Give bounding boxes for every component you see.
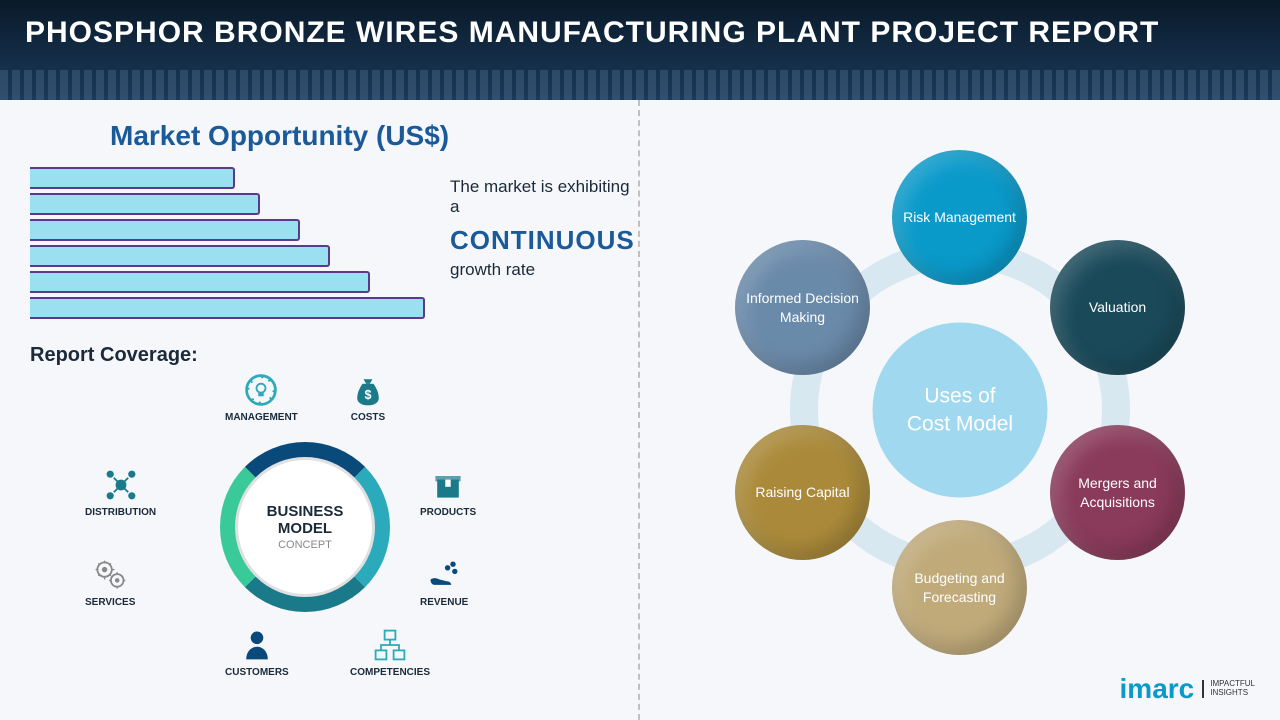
chart-bar [30, 245, 330, 267]
chart-bar [30, 167, 235, 189]
page-title: PHOSPHOR BRONZE WIRES MANUFACTURING PLAN… [25, 15, 1255, 51]
gears-icon [92, 557, 128, 593]
biz-center-line1: BUSINESS [267, 503, 344, 520]
right-panel: Uses of Cost Model Risk ManagementValuat… [640, 100, 1280, 720]
coverage-item: REVENUE [420, 557, 468, 608]
coverage-item: PRODUCTS [420, 467, 476, 518]
cost-model-node: Informed Decision Making [735, 240, 870, 375]
cost-model-node: Budgeting and Forecasting [892, 520, 1027, 655]
network-icon [103, 467, 139, 503]
brand-tag2: INSIGHTS [1210, 689, 1255, 698]
coverage-item-label: COMPETENCIES [350, 667, 430, 678]
brand-tagline: IMPACTFUL INSIGHTS [1202, 680, 1255, 698]
gear-bulb-icon [243, 372, 279, 408]
growth-line1: The market is exhibiting a [450, 177, 635, 217]
cost-model-center: Uses of Cost Model [873, 323, 1048, 498]
header-banner: PHOSPHOR BRONZE WIRES MANUFACTURING PLAN… [0, 0, 1280, 100]
growth-text-block: The market is exhibiting a CONTINUOUS gr… [450, 177, 635, 280]
cost-center-line1: Uses of [924, 383, 995, 410]
horizontal-bar-chart [30, 167, 425, 319]
coverage-item-label: PRODUCTS [420, 507, 476, 518]
cost-model-diagram: Uses of Cost Model Risk ManagementValuat… [720, 170, 1200, 650]
coverage-item-label: COSTS [351, 412, 385, 423]
coverage-item-label: SERVICES [85, 597, 135, 608]
chart-bar [30, 297, 425, 319]
cost-model-node: Valuation [1050, 240, 1185, 375]
growth-line3: growth rate [450, 260, 635, 280]
cost-model-node: Risk Management [892, 150, 1027, 285]
money-bag-icon: $ [350, 372, 386, 408]
box-icon [430, 467, 466, 503]
coverage-item: $ COSTS [350, 372, 386, 423]
report-coverage-title: Report Coverage: [30, 344, 608, 367]
chart-bar [30, 271, 370, 293]
growth-emphasis: CONTINUOUS [450, 225, 635, 256]
coverage-item: SERVICES [85, 557, 135, 608]
coverage-item-label: DISTRIBUTION [85, 507, 156, 518]
business-model-diagram: BUSINESS MODEL CONCEPT MANAGEMENT $ COSTS D… [30, 377, 580, 677]
cost-model-node: Mergers and Acquisitions [1050, 425, 1185, 560]
chart-bar [30, 193, 260, 215]
person-icon [239, 627, 275, 663]
biz-center-line2: MODEL [278, 520, 332, 537]
cost-model-node: Raising Capital [735, 425, 870, 560]
coverage-item-label: REVENUE [420, 597, 468, 608]
content-area: Market Opportunity (US$) The market is e… [0, 100, 1280, 720]
coverage-item: MANAGEMENT [225, 372, 298, 423]
brand-name: imarc [1120, 673, 1195, 705]
org-icon [372, 627, 408, 663]
biz-center-line3: CONCEPT [278, 539, 332, 551]
hand-coins-icon [426, 557, 462, 593]
brand-logo: imarc IMPACTFUL INSIGHTS [1120, 673, 1255, 705]
market-opportunity-title: Market Opportunity (US$) [110, 120, 608, 152]
left-panel: Market Opportunity (US$) The market is e… [0, 100, 640, 720]
coverage-item: CUSTOMERS [225, 627, 289, 678]
svg-text:$: $ [364, 388, 371, 402]
coverage-item-label: MANAGEMENT [225, 412, 298, 423]
coverage-item: DISTRIBUTION [85, 467, 156, 518]
business-model-center: BUSINESS MODEL CONCEPT [235, 457, 375, 597]
bar-chart-area: The market is exhibiting a CONTINUOUS gr… [30, 167, 608, 319]
coverage-item: COMPETENCIES [350, 627, 430, 678]
coverage-item-label: CUSTOMERS [225, 667, 289, 678]
chart-bar [30, 219, 300, 241]
cost-center-line2: Cost Model [907, 410, 1013, 437]
